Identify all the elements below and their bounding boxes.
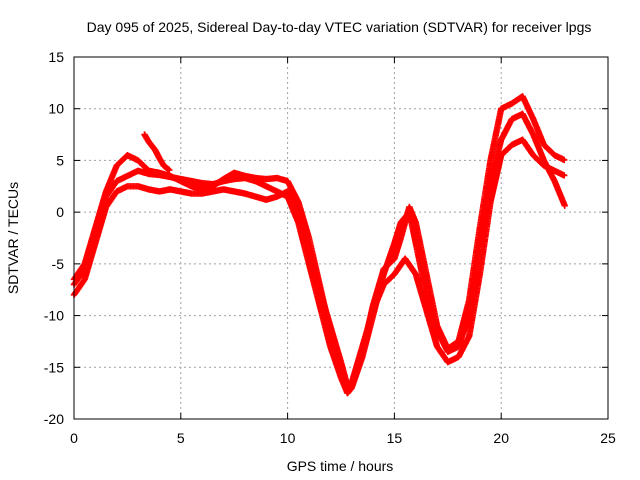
axis-ticks: 0 5 10 15 20 25 -20 -15 -10 -5 0 5 10 15 [44, 49, 616, 446]
y-tick-label: -20 [44, 411, 64, 427]
data-points [70, 93, 568, 397]
x-tick-label: 15 [387, 430, 403, 446]
y-tick-label: -15 [44, 359, 64, 375]
x-tick-label: 5 [177, 430, 185, 446]
chart-title: Day 095 of 2025, Sidereal Day-to-day VTE… [87, 19, 592, 35]
y-tick-label: -10 [44, 308, 64, 324]
y-tick-label: 15 [48, 49, 64, 65]
x-tick-label: 0 [70, 430, 78, 446]
data-point [561, 156, 568, 164]
x-axis-label: GPS time / hours [287, 458, 394, 474]
y-tick-label: 5 [56, 152, 64, 168]
y-tick-label: 10 [48, 101, 64, 117]
data-series [141, 131, 173, 174]
y-tick-label: -5 [52, 256, 65, 272]
y-axis-label: SDTVAR / TECUs [5, 182, 21, 294]
data-point [561, 172, 568, 179]
plot-frame [73, 56, 609, 420]
data-point [166, 166, 173, 174]
data-point [561, 202, 568, 209]
y-tick-label: 0 [56, 204, 64, 220]
data-series [70, 93, 568, 394]
x-tick-label: 10 [280, 430, 296, 446]
x-tick-label: 20 [493, 430, 509, 446]
x-tick-label: 25 [600, 430, 616, 446]
